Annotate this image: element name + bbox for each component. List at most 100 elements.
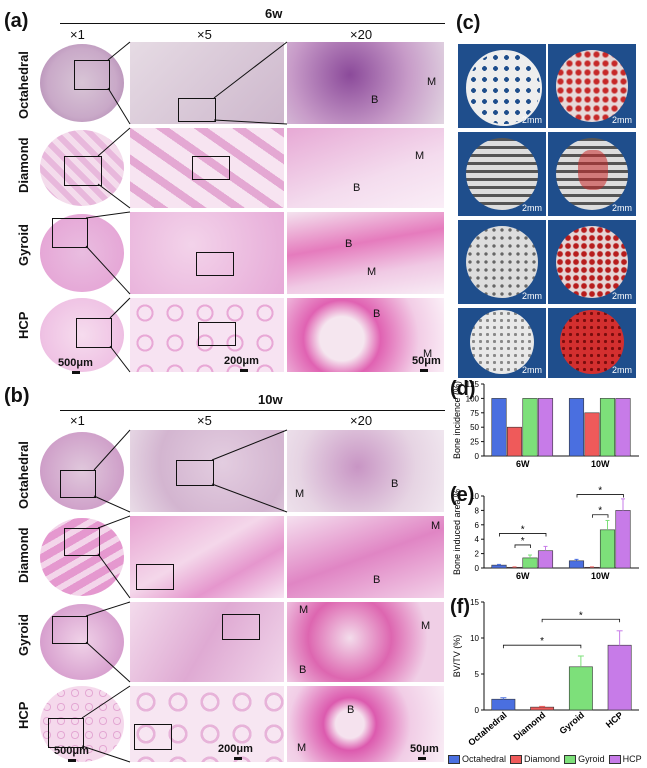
y-axis-label: Bone induced area % — [452, 489, 462, 575]
chart-bone-incidence: 0 25 50 75 100 125 Bone incidence (%) 6W 10W — [452, 380, 639, 469]
scale-bar-b-x1: 500μm — [54, 745, 89, 757]
chart-bv-tv: 0 5 10 15 BV/TV (%) Octahedral Diamond Gyroid HC… — [452, 598, 639, 748]
histology-b-gyroid-x5 — [130, 602, 284, 682]
scale-bar-b-x1-line — [68, 759, 76, 762]
histology-b-hcp-x5 — [130, 686, 284, 762]
panel-label-e: (e) — [450, 484, 475, 506]
ct-octahedral-scaffold: 2mm — [458, 44, 546, 128]
tag-marrow: M — [423, 348, 433, 360]
legend-item-hcp: HCP — [608, 754, 642, 764]
histology-a-octahedral-x5 — [130, 42, 284, 124]
tag-marrow: M — [367, 266, 377, 278]
x-tick-label: 6W — [516, 571, 530, 581]
tag-marrow: M — [299, 604, 309, 616]
legend-item-diamond: Diamond — [510, 754, 560, 764]
ct-gyroid-bone: 2mm — [548, 220, 636, 304]
ct-hcp-scaffold: 2mm — [458, 308, 546, 378]
mag-a-x1: ×1 — [70, 27, 85, 42]
tag-marrow: M — [415, 150, 425, 162]
bar — [537, 550, 554, 569]
legend-item-gyroid: Gyroid — [564, 754, 605, 764]
scale-bar-b-x20: 50μm — [410, 743, 439, 755]
tag-bone: B — [371, 94, 379, 106]
histology-a-octahedral-x20: B M — [287, 42, 444, 124]
y-axis-label: BV/TV (%) — [452, 635, 462, 678]
scale-bar-a-x1: 500μm — [58, 357, 93, 369]
ct-scale-label: 2mm — [522, 115, 542, 125]
scale-bar-a-x20: 50μm — [412, 355, 441, 367]
tag-bone: B — [391, 478, 399, 490]
panel-label-b: (b) — [4, 385, 30, 407]
y-tick-label: 50 — [470, 423, 479, 432]
tag-bone: B — [373, 574, 381, 586]
x-tick-label: HCP — [604, 710, 625, 730]
tag-bone: B — [373, 308, 381, 320]
panel-label-c: (c) — [456, 12, 481, 34]
y-tick-label: 75 — [470, 409, 479, 418]
y-tick-label: 8 — [475, 506, 480, 515]
bar — [584, 412, 600, 457]
histology-b-diamond-x1 — [36, 516, 128, 598]
histology-b-hcp-x20: B M — [287, 686, 444, 762]
ct-scale-label: 2mm — [522, 203, 542, 213]
significance-star: * — [598, 486, 602, 497]
scale-bar-a-x5-line — [240, 369, 248, 372]
bar — [568, 398, 585, 457]
y-tick-label: 0 — [475, 564, 480, 573]
histology-a-gyroid-x1 — [36, 212, 128, 294]
y-tick-label: 6 — [475, 521, 480, 530]
y-tick-label: 25 — [470, 438, 479, 447]
ct-scale-label: 2mm — [612, 291, 632, 301]
chart-legend: Octahedral Diamond Gyroid HCP — [448, 752, 647, 766]
scale-bar-b-x20-line — [418, 757, 426, 760]
bar — [615, 510, 631, 569]
legend-label: Octahedral — [462, 754, 507, 764]
x-tick-label: Gyroid — [558, 710, 587, 736]
mag-b-x20: ×20 — [350, 413, 373, 428]
panel-label-d: (d) — [450, 378, 476, 400]
y-tick-label: 15 — [470, 598, 479, 607]
panel-b-time: 10w — [258, 392, 283, 407]
bracket-10w-diam-gyr — [592, 514, 609, 518]
mag-a-x5: ×5 — [197, 27, 212, 42]
ct-diamond-bone: 2mm — [548, 132, 636, 216]
tag-marrow: M — [431, 520, 441, 532]
panel-label-a: (a) — [4, 10, 29, 32]
histology-a-hcp-x5 — [130, 298, 284, 372]
bar — [615, 398, 631, 457]
significance-star: * — [521, 536, 525, 547]
y-axis-label: Bone incidence (%) — [452, 381, 462, 459]
ct-scale-label: 2mm — [522, 365, 542, 375]
bracket-6w-octa-hcp — [499, 533, 547, 537]
histology-a-gyroid-x5 — [130, 212, 284, 294]
histology-b-octahedral-x1 — [36, 430, 128, 512]
bar — [491, 564, 507, 569]
tag-bone: B — [345, 238, 353, 250]
tag-marrow: M — [297, 742, 307, 754]
histology-a-gyroid-x20: B M — [287, 212, 444, 294]
significance-star: * — [598, 506, 602, 517]
panel-b-rule — [60, 410, 445, 411]
tag-bone: B — [347, 704, 355, 716]
x-tick-label: Diamond — [511, 710, 547, 742]
bar — [506, 426, 523, 457]
scale-bar-b-x5-line — [234, 757, 242, 760]
histology-a-hcp-x1 — [36, 298, 128, 372]
tag-marrow: M — [421, 620, 431, 632]
bar — [599, 398, 616, 457]
ct-gyroid-scaffold: 2mm — [458, 220, 546, 304]
ct-scale-label: 2mm — [612, 115, 632, 125]
mag-a-x20: ×20 — [350, 27, 373, 42]
scale-bar-a-x1-line — [72, 371, 80, 374]
histology-b-gyroid-x20: M M B — [287, 602, 444, 682]
legend-item-octahedral: Octahedral — [448, 754, 506, 764]
ct-scale-label: 2mm — [612, 203, 632, 213]
bar — [522, 398, 538, 457]
tag-bone: B — [299, 664, 307, 676]
scale-bar-b-x5: 200μm — [218, 743, 253, 755]
legend-label: HCP — [622, 754, 642, 764]
legend-swatch — [564, 754, 577, 764]
ct-octahedral-bone: 2mm — [548, 44, 636, 128]
